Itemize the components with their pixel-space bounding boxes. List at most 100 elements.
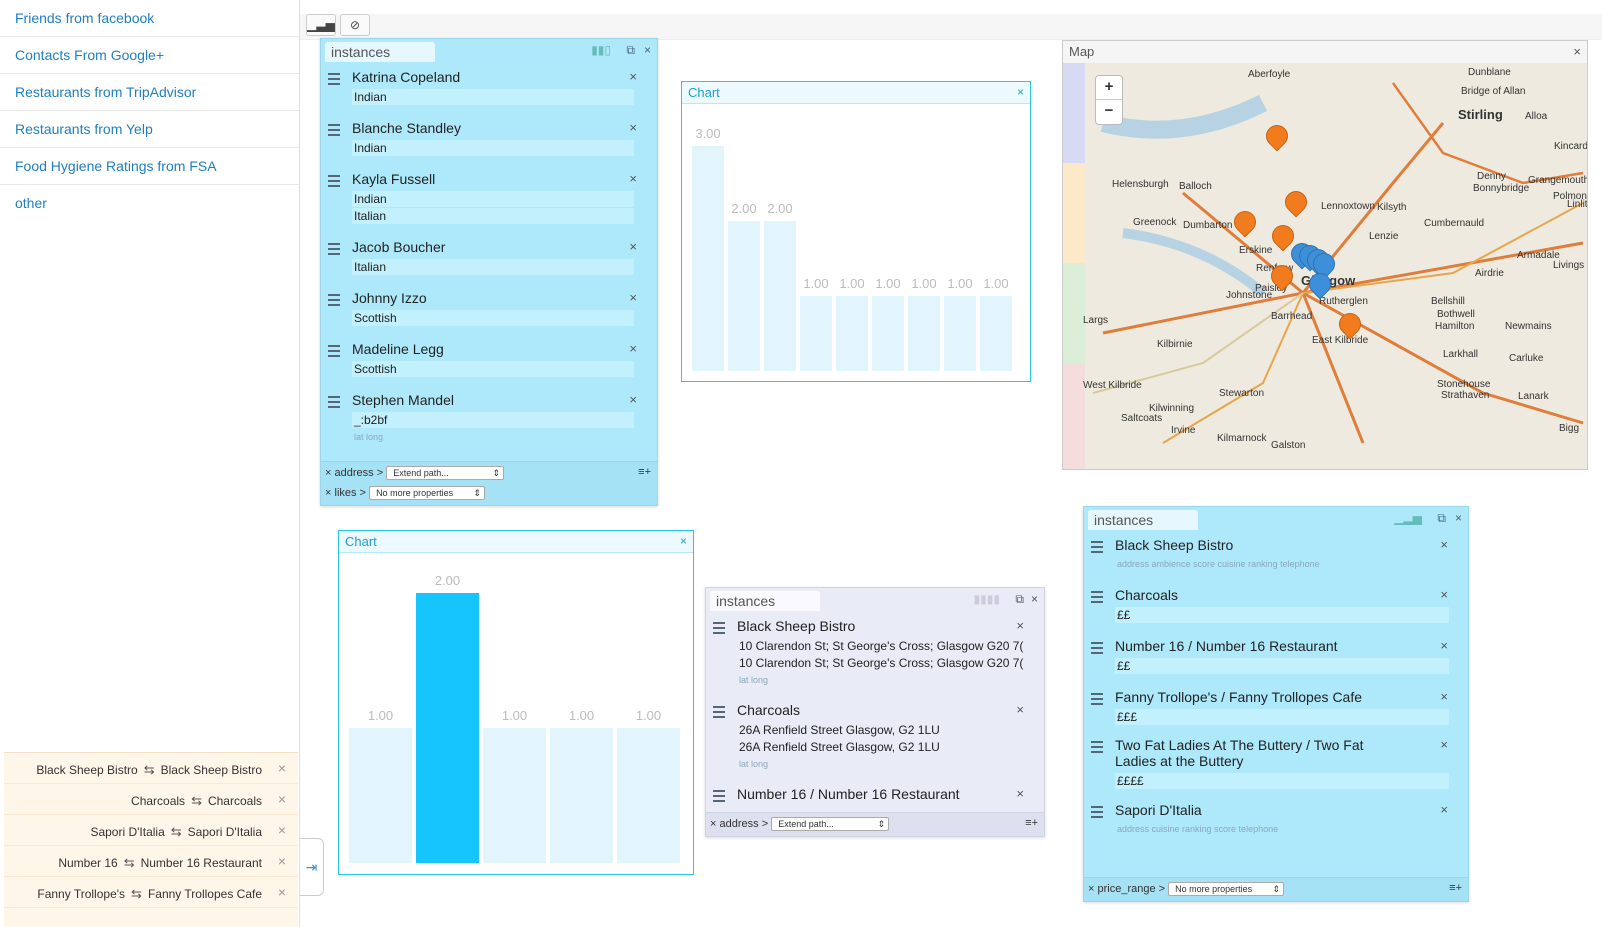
chart-bar[interactable] — [836, 296, 868, 371]
map-place-label: Larkhall — [1443, 349, 1479, 360]
remove-item-icon[interactable]: × — [629, 392, 637, 407]
map-place-label: Denny — [1477, 171, 1506, 182]
chart-bar[interactable] — [728, 221, 760, 371]
remove-item-icon[interactable]: × — [629, 171, 637, 186]
close-icon[interactable]: × — [679, 534, 687, 548]
remove-path-icon[interactable]: × — [1088, 882, 1095, 895]
sidebar-toggle-button[interactable]: ⇥ — [300, 838, 324, 896]
close-icon[interactable]: × — [1573, 44, 1581, 59]
remove-item-icon[interactable]: × — [1440, 689, 1448, 704]
remove-item-icon[interactable]: × — [629, 239, 637, 254]
chart-bar[interactable] — [416, 593, 479, 863]
sidebar-item-google[interactable]: Contacts From Google+ — [0, 37, 299, 74]
sidebar-item-fsa[interactable]: Food Hygiene Ratings from FSA — [0, 148, 299, 185]
remove-item-icon[interactable]: × — [1016, 702, 1024, 717]
popout-icon[interactable]: ⧉ — [1015, 592, 1024, 606]
add-column-icon[interactable]: ≡+ — [1449, 882, 1462, 894]
map-place-label: Stirling — [1458, 107, 1503, 122]
popout-icon[interactable]: ⧉ — [1437, 511, 1446, 525]
close-icon[interactable]: × — [1030, 592, 1038, 606]
remove-item-icon[interactable]: × — [1440, 537, 1448, 552]
remove-item-icon[interactable]: × — [1440, 638, 1448, 653]
remove-item-icon[interactable]: × — [1016, 618, 1024, 633]
item-name: Sapori D'Italia — [1115, 802, 1202, 818]
add-column-icon[interactable]: ≡+ — [638, 466, 651, 478]
chart-bar[interactable] — [908, 296, 940, 371]
sidebar-item-facebook[interactable]: Friends from facebook — [0, 0, 299, 37]
item-value: _:b2bf — [352, 412, 634, 428]
swap-arrows-icon: ⇆ — [143, 762, 155, 777]
match-right: Black Sheep Bistro — [160, 763, 262, 777]
extend-path-select[interactable]: Extend path... — [386, 466, 505, 480]
panel-tab[interactable]: instances — [325, 42, 435, 62]
add-map-button[interactable]: ⊘ — [340, 14, 370, 36]
zoom-in-button[interactable]: + — [1096, 76, 1122, 100]
remove-item-icon[interactable]: × — [1440, 802, 1448, 817]
remove-item-icon[interactable]: × — [629, 120, 637, 135]
popout-icon[interactable]: ⧉ — [626, 43, 635, 57]
remove-item-icon[interactable]: × — [1440, 737, 1448, 752]
remove-match-icon[interactable]: × — [277, 791, 286, 807]
chart-bar[interactable] — [550, 728, 613, 863]
chart-bar[interactable] — [483, 728, 546, 863]
panel-tab[interactable]: instances — [710, 591, 820, 611]
sort-bars-icon[interactable]: ▮▮▮▮ — [973, 592, 1000, 606]
remove-item-icon[interactable]: × — [629, 290, 637, 305]
map-place-label: Kilmarnock — [1217, 433, 1267, 444]
remove-match-icon[interactable]: × — [277, 884, 286, 900]
remove-match-icon[interactable]: × — [277, 853, 286, 869]
chart-bar[interactable] — [980, 296, 1012, 371]
item-name: Number 16 / Number 16 Restaurant — [737, 786, 960, 802]
remove-path-icon[interactable]: × — [325, 486, 332, 499]
sidebar-item-yelp[interactable]: Restaurants from Yelp — [0, 111, 299, 148]
sort-bars-icon[interactable]: ▁▂▅ — [1394, 511, 1422, 525]
properties-select[interactable]: No more properties — [1168, 882, 1285, 896]
remove-item-icon[interactable]: × — [629, 69, 637, 84]
extend-path-select[interactable]: Extend path... — [771, 817, 890, 831]
chart-bar-label: 1.00 — [803, 276, 829, 291]
close-icon[interactable]: × — [643, 43, 651, 57]
match-list: Black Sheep Bistro ⇆ Black Sheep Bistro × C… — [4, 752, 298, 927]
item-properties: address cuisine ranking score telephone — [1117, 824, 1279, 834]
item-properties: lat long — [354, 432, 384, 442]
chart-bar-label: 1.00 — [501, 708, 528, 723]
chart-bar[interactable] — [800, 296, 832, 371]
remove-match-icon[interactable]: × — [277, 760, 286, 776]
properties-select[interactable]: No more properties — [369, 486, 486, 500]
match-row: Black Sheep Bistro ⇆ Black Sheep Bistro × — [4, 753, 298, 784]
map-place-label: Lanark — [1518, 391, 1549, 402]
chart-bar[interactable] — [617, 728, 680, 863]
map-roads — [1092, 82, 1584, 444]
chart-bar[interactable] — [872, 296, 904, 371]
legend-strip — [1063, 163, 1085, 263]
sidebar-item-other[interactable]: other — [15, 195, 47, 211]
remove-item-icon[interactable]: × — [629, 341, 637, 356]
match-row: Fanny Trollope's ⇆ Fanny Trollopes Cafe × — [4, 877, 298, 908]
legend-strip — [1063, 63, 1085, 163]
remove-item-icon[interactable]: × — [1016, 786, 1024, 801]
panel-tab[interactable]: instances — [1088, 510, 1198, 530]
close-icon[interactable]: × — [1016, 85, 1024, 99]
chart-bar[interactable] — [944, 296, 976, 371]
list-icon — [328, 294, 340, 306]
map-canvas[interactable]: + − Aberfoyle Dunblane Bridge of Allan Stir… — [1063, 63, 1587, 469]
match-left: Number 16 — [58, 856, 118, 870]
chart-bar[interactable] — [692, 146, 724, 371]
remove-path-icon[interactable]: × — [710, 817, 717, 830]
remove-item-icon[interactable]: × — [1440, 587, 1448, 602]
map-place-label: Strathaven — [1441, 390, 1490, 401]
add-column-icon[interactable]: ≡+ — [1025, 817, 1038, 829]
sidebar-item-tripadvisor[interactable]: Restaurants from TripAdvisor — [0, 74, 299, 111]
list-icon — [713, 622, 725, 634]
close-icon[interactable]: × — [1454, 511, 1462, 525]
remove-path-icon[interactable]: × — [325, 466, 332, 479]
chart-bar[interactable] — [349, 728, 412, 863]
sort-bars-icon[interactable]: ▮▮▯ — [591, 43, 611, 57]
add-chart-button[interactable]: ▁▃▅ — [306, 14, 336, 36]
zoom-out-button[interactable]: − — [1104, 102, 1114, 119]
chart-bar[interactable] — [764, 221, 796, 371]
remove-match-icon[interactable]: × — [277, 822, 286, 838]
chart-bar-label: 2.00 — [767, 201, 793, 216]
item-value: Italian — [352, 259, 634, 275]
map-place-label: Saltcoats — [1121, 413, 1163, 424]
